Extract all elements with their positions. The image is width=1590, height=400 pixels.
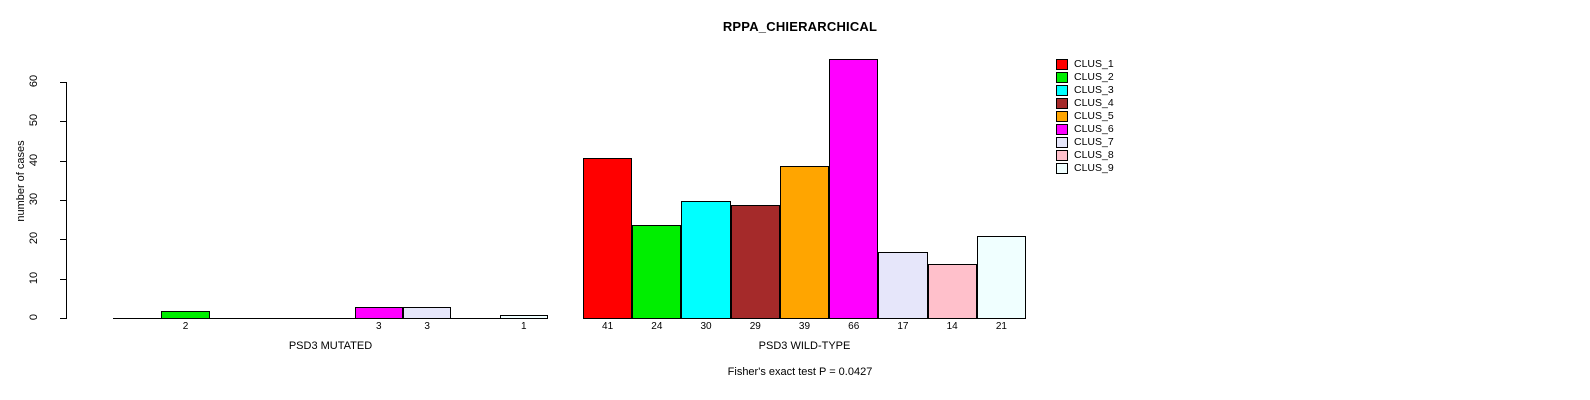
legend-color-swatch [1056, 137, 1068, 148]
legend-item[interactable]: CLUS_2 [1056, 71, 1114, 84]
legend-color-swatch [1056, 150, 1068, 161]
legend-item-label: CLUS_8 [1074, 149, 1114, 161]
legend-item[interactable]: CLUS_8 [1056, 149, 1114, 162]
y-axis-line [66, 82, 67, 319]
bar-value-label: 24 [651, 321, 663, 332]
bar[interactable] [632, 224, 682, 319]
legend-item[interactable]: CLUS_3 [1056, 84, 1114, 97]
legend-item[interactable]: CLUS_9 [1056, 162, 1114, 175]
y-tick-label: 20 [28, 232, 40, 245]
legend-color-swatch [1056, 85, 1068, 96]
y-tick-label: 40 [28, 153, 40, 166]
legend: CLUS_1 CLUS_2 CLUS_3 CLUS_4 CLUS_5 CLUS_6 CLUS… [1056, 58, 1114, 175]
legend-color-swatch [1056, 111, 1068, 122]
y-tick-mark [60, 278, 66, 280]
bar-value-label: 21 [995, 321, 1007, 332]
bar[interactable] [976, 236, 1026, 319]
bar-value-label: 3 [424, 321, 430, 332]
legend-color-swatch [1056, 98, 1068, 109]
bar[interactable] [927, 263, 977, 319]
legend-item[interactable]: CLUS_6 [1056, 123, 1114, 136]
legend-item-label: CLUS_3 [1074, 84, 1114, 96]
bar-value-label: 39 [798, 321, 811, 332]
y-tick-label: 50 [28, 114, 40, 127]
bar-value-label: 30 [700, 321, 712, 332]
bar-value-label: 29 [749, 321, 761, 332]
legend-color-swatch [1056, 124, 1068, 135]
bar[interactable] [730, 204, 780, 319]
bar-value-label: 2 [182, 321, 189, 332]
y-tick-label: 10 [28, 271, 40, 284]
bar-value-label: 14 [946, 321, 958, 332]
bar-group [583, 0, 1026, 319]
y-tick-mark [60, 160, 66, 162]
fisher-test-annotation: Fisher's exact test P = 0.0427 [727, 366, 873, 378]
bar-value-label: 66 [848, 321, 860, 332]
bar[interactable] [161, 311, 210, 319]
legend-item[interactable]: CLUS_5 [1056, 110, 1114, 123]
y-tick-label: 60 [28, 74, 40, 88]
y-tick-label: 0 [28, 313, 40, 321]
y-tick-mark [60, 82, 66, 83]
y-tick-mark [60, 239, 66, 241]
y-tick-mark [60, 121, 66, 123]
bar[interactable] [829, 59, 879, 319]
bar[interactable] [681, 201, 731, 319]
legend-item-label: CLUS_7 [1074, 136, 1114, 148]
panel-baseline [113, 318, 548, 319]
y-tick-mark [60, 318, 66, 319]
bar-group [113, 0, 548, 319]
y-tick-label: 30 [28, 192, 40, 206]
page-title: RPPA_CHIERARCHICAL [722, 19, 878, 34]
y-tick-mark [60, 200, 66, 201]
legend-item[interactable]: CLUS_4 [1056, 97, 1114, 110]
panel-label: PSD3 MUTATED [288, 340, 373, 352]
bar[interactable] [354, 307, 403, 319]
bar-value-label: 41 [602, 321, 614, 332]
bar-value-label: 1 [521, 321, 527, 332]
bar[interactable] [499, 315, 548, 319]
legend-item[interactable]: CLUS_7 [1056, 136, 1114, 149]
panel-label: PSD3 WILD-TYPE [758, 340, 851, 352]
legend-item-label: CLUS_6 [1074, 123, 1114, 135]
bar[interactable] [779, 165, 830, 319]
bar[interactable] [878, 252, 928, 319]
bar-value-label: 3 [376, 321, 382, 332]
legend-color-swatch [1056, 72, 1068, 83]
bar-value-label: 17 [897, 321, 909, 332]
legend-item-label: CLUS_5 [1074, 110, 1114, 122]
legend-item-label: CLUS_9 [1074, 162, 1114, 174]
bar[interactable] [403, 307, 452, 319]
legend-item-label: CLUS_4 [1074, 97, 1114, 109]
legend-color-swatch [1056, 163, 1068, 174]
legend-item[interactable]: CLUS_1 [1056, 58, 1114, 71]
legend-item-label: CLUS_2 [1074, 71, 1114, 83]
bar[interactable] [583, 157, 633, 319]
y-axis-title: number of cases [15, 140, 27, 222]
legend-item-label: CLUS_1 [1074, 58, 1114, 70]
legend-color-swatch [1056, 59, 1068, 70]
